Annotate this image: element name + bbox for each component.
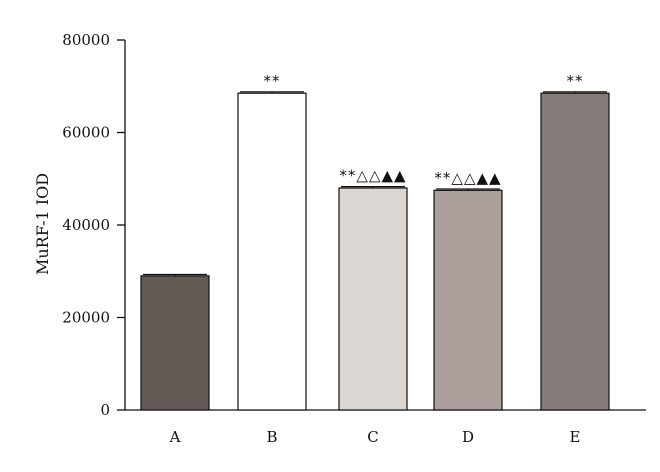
bar-C	[338, 187, 408, 411]
y-axis-label: MuRF-1 IOD	[33, 173, 52, 275]
y-tick-label-0: 0	[100, 401, 110, 419]
x-tick-label-D: D	[462, 428, 474, 446]
y-tick-label-2: 40000	[62, 216, 110, 234]
bar-A	[140, 275, 210, 411]
bars: ** **△△▲▲ **△△▲▲ **	[140, 72, 610, 411]
significance-label-E: **	[567, 72, 584, 90]
y-tick-label-3: 60000	[62, 124, 110, 142]
significance-label-D: **△△▲▲	[434, 169, 501, 187]
y-tick-label-4: 80000	[62, 31, 110, 49]
bar-B	[237, 92, 307, 411]
significance-label-B: **	[264, 72, 281, 90]
y-tick-label-1: 20000	[62, 309, 110, 327]
significance-label-C: **△△▲▲	[339, 167, 406, 185]
bar-E	[540, 92, 610, 411]
x-tick-label-B: B	[266, 428, 277, 446]
bar-D	[433, 189, 503, 411]
x-tick-label-A: A	[169, 428, 181, 446]
x-axis-tick-labels: A B C D E	[169, 428, 581, 446]
y-axis-ticks: 0 20000 40000 60000 80000	[62, 31, 125, 419]
x-tick-label-C: C	[367, 428, 378, 446]
x-tick-label-E: E	[570, 428, 581, 446]
